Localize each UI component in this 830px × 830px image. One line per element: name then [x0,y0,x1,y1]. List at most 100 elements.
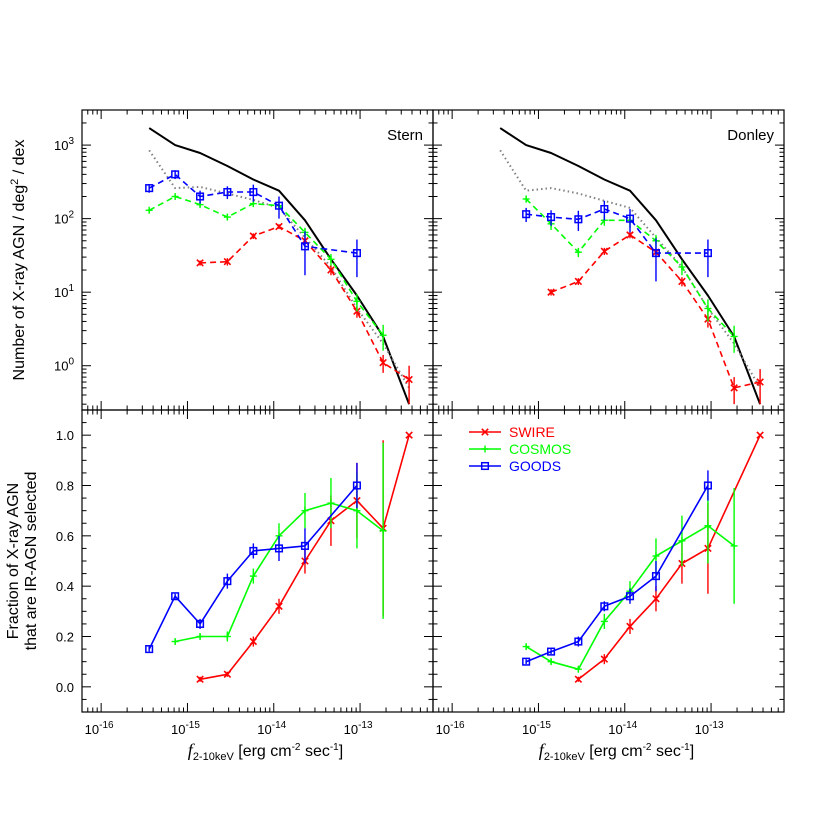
data-point-goods [145,645,154,654]
legend-label: COSMOS [509,441,571,457]
y-axis-label-top: Number of X-ray AGN / deg2 / dex [9,140,28,381]
panels: Stern Donley [81,109,785,713]
x-tick-label: 10-16 [85,720,114,737]
data-point-swire [223,257,232,266]
panel-label-top-right: Donley [727,127,774,144]
data-point-cosmos [574,248,582,256]
data-point-cosmos [249,572,257,580]
series-goods [522,200,712,282]
data-point-cosmos [678,263,686,271]
x-tick-label: 10-14 [257,720,286,737]
data-point-goods [352,249,361,258]
data-point-cosmos [547,658,555,666]
data-point-swire [275,222,283,231]
series-line-model-total [148,127,411,405]
data-point-swire [249,232,258,240]
x-axis-label: f2-10keV [erg cm-2 sec-1] [539,740,694,763]
data-point-goods [522,210,531,219]
data-point-cosmos [574,665,582,673]
y-tick-label: 0.4 [56,579,74,594]
data-point-goods [249,546,258,555]
data-point-swire [574,277,583,286]
data-point-goods [145,184,154,193]
data-point-cosmos [704,304,712,312]
series-line-model-total [499,127,762,405]
x-tick-label: 10-15 [171,720,200,737]
series-model-total [499,127,762,405]
data-point-swire [626,622,634,631]
data-point-goods [574,637,583,646]
data-point-goods [625,214,635,223]
data-point-goods [300,541,310,550]
data-point-cosmos [379,331,387,339]
series-model-total [148,127,411,405]
data-point-cosmos [379,527,387,535]
data-point-goods [703,249,712,258]
x-tick-label: 10-16 [436,720,465,737]
data-point-cosmos [301,507,309,515]
data-point-cosmos [353,507,361,515]
data-point-cosmos [145,206,153,214]
data-point-swire [756,431,764,439]
data-point-swire [249,637,258,646]
x-axis-label: f2-10keV [erg cm-2 sec-1] [188,740,343,763]
series-line-cosmos [148,195,384,336]
data-point-goods [651,249,661,258]
y-tick-label: 0.0 [56,680,74,695]
data-point-swire [652,594,660,603]
data-point-goods [196,192,205,201]
data-point-goods [171,170,180,179]
series-line-goods [148,484,358,650]
data-point-cosmos [704,522,712,530]
data-point-swire [600,655,609,663]
axis-labels: 100 101 102 103 0.0 0.2 0.4 0.6 0.8 1.0 10-16 10-15… [5,136,724,763]
legend-marker [480,461,490,471]
data-point-goods [600,602,609,611]
data-point-goods [171,592,180,601]
data-point-swire [327,266,335,274]
legend-entry-cosmos: COSMOS [469,441,571,457]
data-point-goods [600,204,609,214]
data-point-goods [223,577,232,586]
y-tick-label: 102 [54,210,74,227]
legend-label: GOODS [509,458,561,474]
x-tick-label: 10-13 [344,720,373,737]
x-tick-label: 10-13 [695,720,724,737]
data-point-cosmos [223,213,231,221]
data-point-goods [703,481,712,490]
legend-marker [481,428,489,436]
plot-area-bottom-right [522,431,764,684]
data-point-cosmos [522,643,530,651]
legend-entry-goods: GOODS [469,458,561,474]
data-point-swire [626,231,634,239]
data-point-swire [223,670,232,679]
legend-marker [481,445,489,453]
data-point-goods [274,201,284,210]
data-point-swire [574,675,583,684]
data-point-goods [625,592,635,601]
data-point-goods [547,647,556,656]
data-point-cosmos [171,192,179,200]
series-goods [145,462,361,654]
data-point-cosmos [327,499,335,507]
y-axis-label-bottom-line: that are IR-AGN selected [23,472,40,651]
ticks-bottom-right [432,409,785,713]
data-point-goods [352,481,361,490]
data-point-goods [522,657,531,666]
data-point-cosmos [730,542,738,550]
data-point-cosmos [600,617,608,625]
plot-area-top-left [145,127,413,405]
data-point-swire [405,375,413,384]
y-tick-label: 0.6 [56,529,74,544]
legend-entry-swire: SWIRE [469,424,555,440]
data-point-swire [678,277,686,286]
y-tick-label: 0.8 [56,479,74,494]
ticks-bottom-left [81,409,434,713]
data-point-cosmos [730,332,738,340]
y-tick-label: 0.2 [56,630,74,645]
panel-label-top-left: Stern [387,127,423,144]
data-point-goods [547,213,556,222]
x-tick-label: 10-14 [608,720,637,737]
data-point-cosmos [522,195,530,203]
